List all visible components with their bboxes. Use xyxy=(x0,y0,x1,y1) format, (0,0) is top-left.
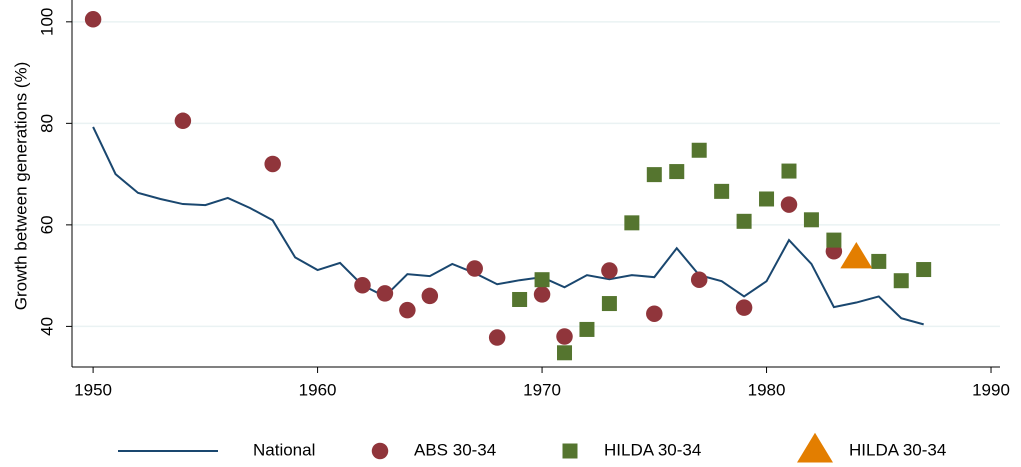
data-point xyxy=(691,142,707,158)
data-point xyxy=(399,301,416,319)
x-tick-label: 1950 xyxy=(74,380,112,399)
y-tick-label: 60 xyxy=(37,215,56,234)
y-axis-label: Growth between generations (%) xyxy=(11,62,30,311)
x-tick-label: 1990 xyxy=(972,380,1010,399)
data-point xyxy=(780,196,798,213)
data-point xyxy=(781,163,797,179)
data-point xyxy=(646,305,663,322)
legend-label: HILDA 30-34 xyxy=(849,440,946,459)
data-point xyxy=(488,329,506,346)
data-point xyxy=(916,262,932,278)
data-point xyxy=(759,191,775,207)
data-point xyxy=(601,262,618,279)
data-point xyxy=(893,273,909,289)
data-point xyxy=(376,285,394,302)
legend-swatch xyxy=(371,442,389,460)
data-point xyxy=(264,155,281,173)
data-point xyxy=(533,286,551,303)
data-point xyxy=(714,183,730,199)
line xyxy=(92,126,924,326)
data-point xyxy=(354,277,371,294)
x-tick-label: 1970 xyxy=(523,380,561,399)
data-point xyxy=(174,112,192,130)
legend-swatch xyxy=(562,443,578,459)
data-point xyxy=(803,212,819,228)
legend-label: HILDA 30-34 xyxy=(604,440,701,459)
data-point xyxy=(871,253,887,269)
data-point xyxy=(84,11,102,28)
data-point xyxy=(840,241,873,269)
data-point xyxy=(557,345,573,361)
y-tick-label: 80 xyxy=(37,114,56,133)
data-point xyxy=(601,296,617,312)
data-point xyxy=(421,287,439,305)
x-tick-label: 1960 xyxy=(299,380,337,399)
y-tick-label: 40 xyxy=(37,317,56,336)
data-point xyxy=(736,213,752,229)
data-point xyxy=(826,232,842,248)
data-point xyxy=(669,164,685,180)
legend-label: ABS 30-34 xyxy=(414,440,496,459)
data-point xyxy=(466,260,483,277)
data-point xyxy=(579,321,595,337)
data-point xyxy=(534,272,550,288)
data-point xyxy=(556,328,573,345)
data-point xyxy=(735,299,753,316)
legend-label: National xyxy=(253,440,315,459)
y-tick-label: 100 xyxy=(37,8,56,36)
legend-swatch xyxy=(797,432,833,463)
data-point xyxy=(646,167,662,183)
data-point xyxy=(690,271,708,288)
data-point xyxy=(512,291,528,307)
x-tick-label: 1980 xyxy=(748,380,786,399)
data-point xyxy=(624,215,640,231)
